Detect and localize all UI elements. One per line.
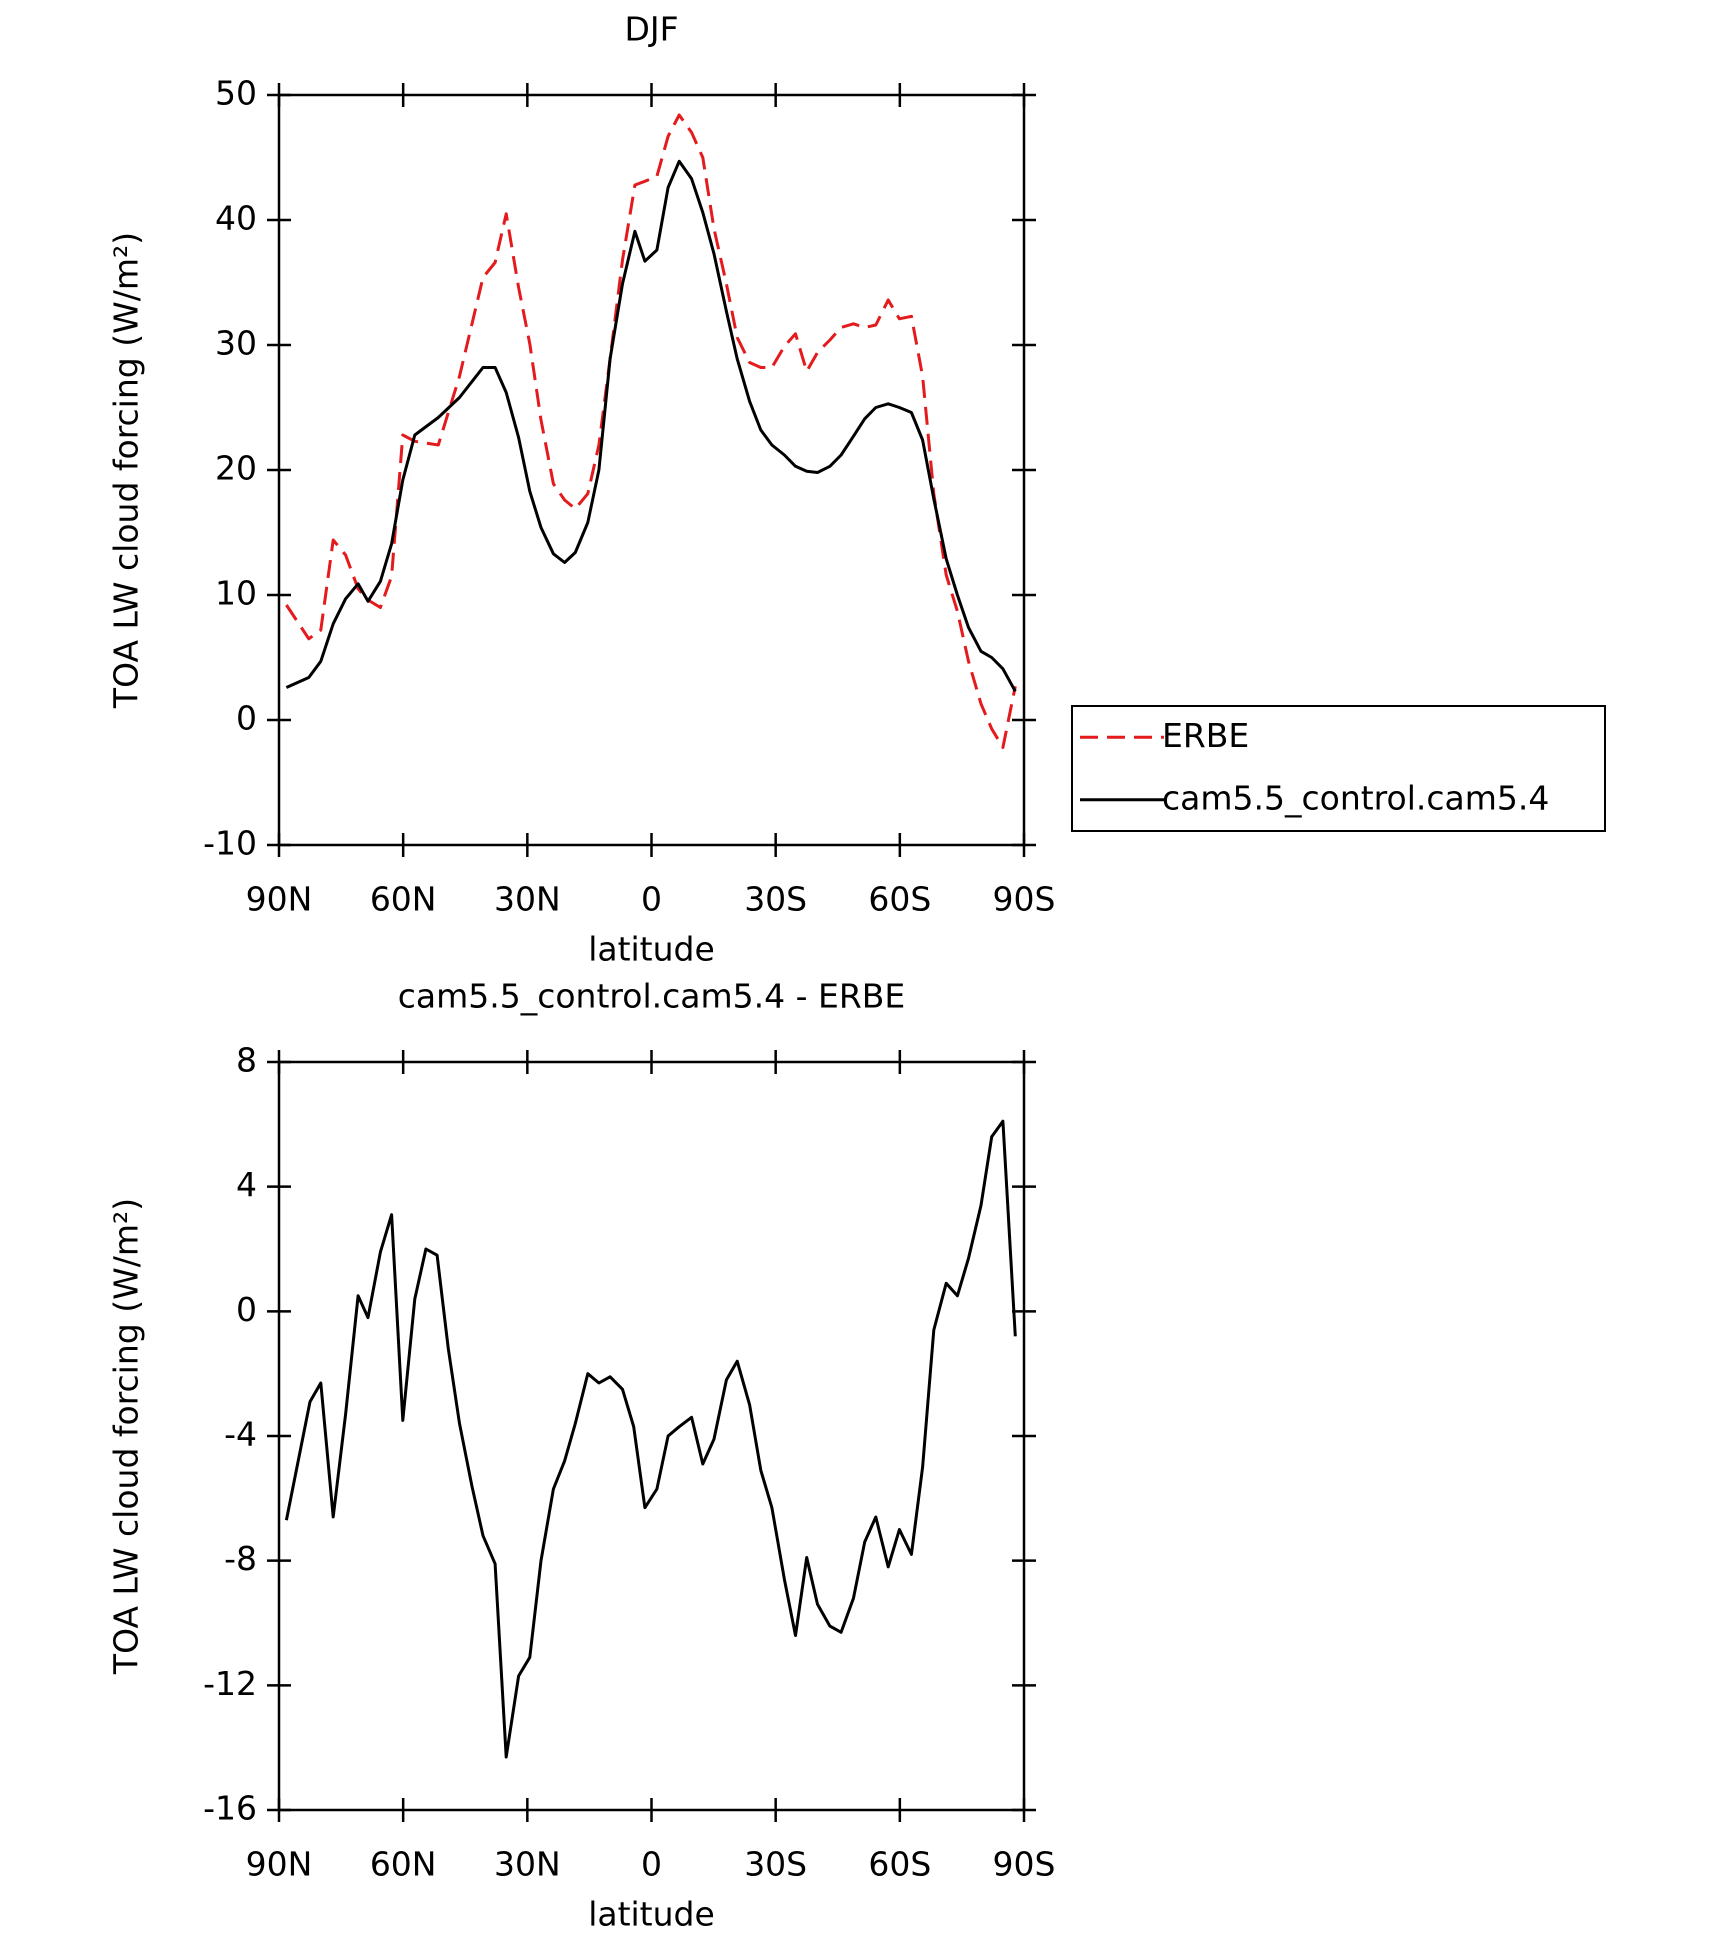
- chart-title: DJF: [624, 10, 678, 49]
- legend-label: cam5.5_control.cam5.4: [1162, 778, 1549, 817]
- y-tick-label: 0: [236, 699, 257, 738]
- series-line: [284, 1119, 1017, 1759]
- y-tick-label: -16: [203, 1789, 257, 1828]
- x-tick-label: 90N: [246, 880, 313, 919]
- x-tick-label: 30N: [494, 880, 561, 919]
- series-line: [285, 113, 1017, 749]
- legend-box: [1071, 705, 1606, 832]
- x-tick-label: 30S: [744, 1845, 807, 1884]
- x-axis-label: latitude: [588, 1895, 715, 1933]
- y-tick-label: 30: [215, 324, 257, 363]
- x-tick-label: 60N: [370, 880, 437, 919]
- x-tick-label: 60S: [868, 880, 931, 919]
- y-tick-label: -4: [224, 1415, 257, 1454]
- x-tick-label: 90N: [246, 1845, 313, 1884]
- x-tick-label: 0: [641, 880, 662, 919]
- y-tick-label: 8: [236, 1041, 257, 1080]
- y-tick-label: 50: [215, 74, 257, 113]
- x-tick-label: 0: [641, 1845, 662, 1884]
- y-tick-label: -12: [203, 1664, 257, 1703]
- y-tick-label: 0: [236, 1290, 257, 1329]
- x-tick-label: 30S: [744, 880, 807, 919]
- y-tick-label: 10: [215, 574, 257, 613]
- y-axis-label: TOA LW cloud forcing (W/m²): [107, 1198, 146, 1675]
- y-tick-label: 4: [236, 1165, 257, 1204]
- x-tick-label: 90S: [993, 1845, 1056, 1884]
- y-axis-label: TOA LW cloud forcing (W/m²): [107, 232, 146, 709]
- y-tick-label: -10: [203, 824, 257, 863]
- x-axis-label: latitude: [588, 930, 715, 969]
- chart-title: cam5.5_control.cam5.4 - ERBE: [398, 977, 906, 1016]
- plot-frame: [277, 93, 1026, 847]
- y-tick-label: 40: [215, 199, 257, 238]
- legend-label: ERBE: [1162, 716, 1249, 755]
- y-tick-label: -8: [224, 1539, 257, 1578]
- y-tick-label: 20: [215, 449, 257, 488]
- plot-frame: [277, 1060, 1026, 1812]
- series-line: [285, 159, 1017, 693]
- x-tick-label: 60S: [868, 1845, 931, 1884]
- x-tick-label: 60N: [370, 1845, 437, 1884]
- x-tick-label: 90S: [993, 880, 1056, 919]
- x-tick-label: 30N: [494, 1845, 561, 1884]
